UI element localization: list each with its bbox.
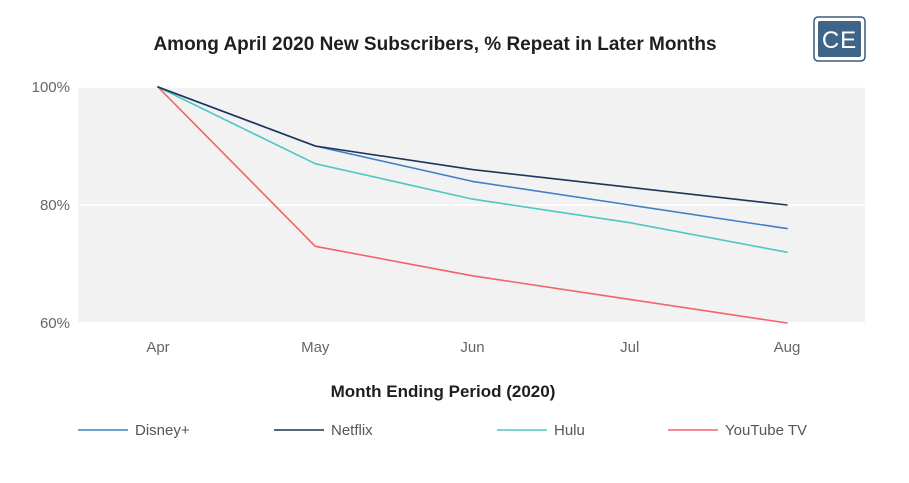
legend-item-disney: Disney+ bbox=[78, 422, 190, 439]
y-tick-label: 100% bbox=[32, 79, 70, 96]
series-lines bbox=[157, 86, 788, 324]
y-tick-label: 60% bbox=[40, 315, 70, 332]
x-tick-label: Jul bbox=[620, 339, 639, 356]
y-tick-label: 80% bbox=[40, 197, 70, 214]
series-line-youtube-tv bbox=[157, 86, 788, 324]
x-tick-label: Apr bbox=[146, 339, 169, 356]
legend-item-netflix: Netflix bbox=[274, 422, 373, 439]
logo: CE bbox=[813, 16, 866, 62]
series-line-netflix bbox=[157, 86, 788, 206]
logo-fill bbox=[818, 21, 861, 57]
y-axis-ticks: 60% 80% 100% bbox=[32, 79, 70, 332]
series-line-hulu bbox=[157, 86, 788, 253]
legend-label: YouTube TV bbox=[725, 422, 807, 439]
logo-text: CE bbox=[822, 27, 857, 54]
x-tick-label: Aug bbox=[774, 339, 801, 356]
legend-label: Hulu bbox=[554, 422, 585, 439]
legend-label: Disney+ bbox=[135, 422, 190, 439]
legend-label: Netflix bbox=[331, 422, 373, 439]
legend: Disney+ Netflix Hulu YouTube TV bbox=[78, 422, 807, 439]
legend-item-youtube-tv: YouTube TV bbox=[668, 422, 807, 439]
legend-item-hulu: Hulu bbox=[497, 422, 585, 439]
x-axis-label: Month Ending Period (2020) bbox=[331, 382, 556, 401]
x-tick-label: May bbox=[301, 339, 330, 356]
x-axis-ticks: Apr May Jun Jul Aug bbox=[146, 339, 800, 356]
chart-title: Among April 2020 New Subscribers, % Repe… bbox=[153, 34, 716, 55]
gridlines bbox=[78, 86, 865, 324]
x-tick-label: Jun bbox=[460, 339, 484, 356]
